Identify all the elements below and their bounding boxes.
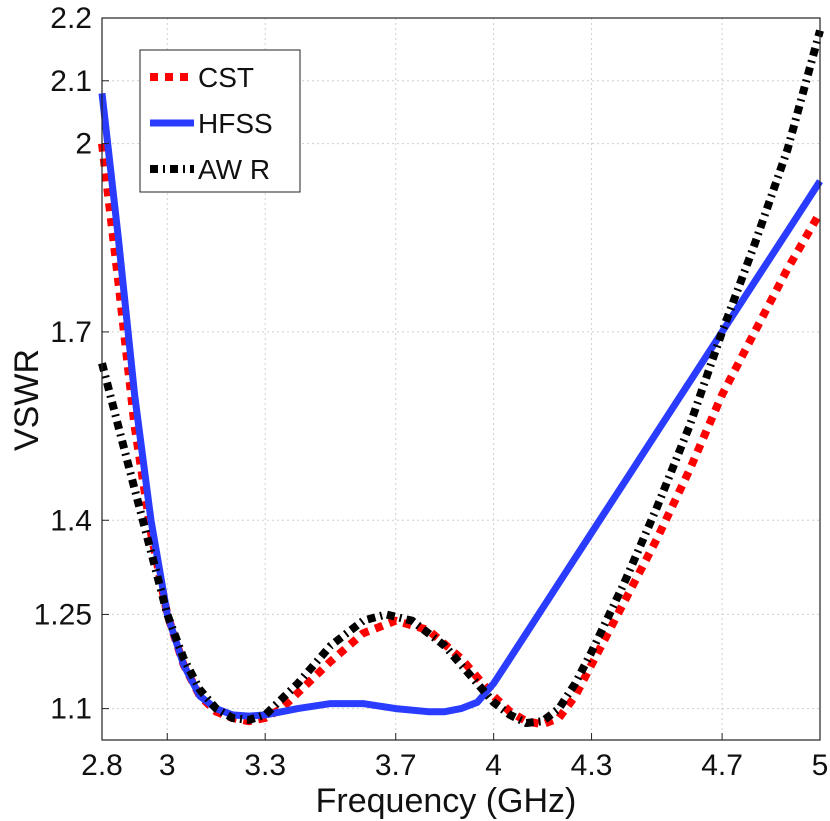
legend-label: AW R (198, 154, 270, 185)
series-line-cst (98, 143, 824, 729)
y-tick-label: 2.2 (50, 2, 92, 35)
x-tick-label: 4 (485, 749, 502, 782)
x-tick-label: 4.3 (571, 749, 613, 782)
series-line-awr (98, 29, 824, 727)
x-axis-label: Frequency (GHz) (316, 782, 577, 820)
series-layer (98, 29, 824, 729)
y-tick-label: 1.7 (50, 316, 92, 349)
x-tick-label: 3.3 (244, 749, 286, 782)
x-tick-label: 3 (159, 749, 176, 782)
x-axis-ticks: 2.8 3 3.3 3.7 4 4.3 4.7 5 (81, 733, 828, 782)
legend-label: HFSS (198, 108, 273, 139)
y-tick-label: 2.1 (50, 65, 92, 98)
plot-frame (101, 17, 821, 741)
y-tick-label: 1.1 (50, 693, 92, 726)
legend: CST HFSS AW R (139, 49, 301, 193)
y-tick-label: 2 (75, 128, 92, 161)
series-line-hfss (98, 92, 823, 720)
x-tick-label: 5 (812, 749, 829, 782)
x-tick-label: 4.7 (701, 749, 743, 782)
x-tick-label: 3.7 (375, 749, 417, 782)
x-tick-label: 2.8 (81, 749, 123, 782)
y-tick-label: 1.25 (34, 598, 92, 631)
y-axis-ticks: 1.1 1.25 1.4 1.7 2 2.1 2.2 (34, 2, 109, 726)
y-tick-label: 1.4 (50, 504, 92, 537)
y-axis-label: VSWR (8, 349, 46, 451)
legend-label: CST (198, 62, 254, 93)
